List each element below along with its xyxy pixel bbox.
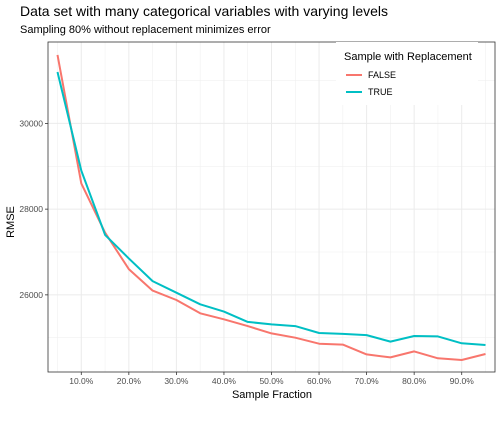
x-tick-label: 20.0% [117,376,142,386]
x-tick-label: 30.0% [164,376,189,386]
x-tick-label: 50.0% [259,376,284,386]
legend-title: Sample with Replacement [344,51,472,63]
x-tick-label: 80.0% [402,376,427,386]
x-axis-title: Sample Fraction [232,389,312,401]
y-tick-label: 28000 [19,204,43,214]
chart-subtitle: Sampling 80% without replacement minimiz… [20,24,271,36]
x-tick-label: 90.0% [450,376,475,386]
legend-background [336,42,478,105]
y-tick-label: 30000 [19,118,43,128]
x-tick-label: 70.0% [355,376,380,386]
legend-label-true: TRUE [368,87,393,97]
series-line-true [56,71,486,346]
series-line-false [56,54,486,361]
x-tick-label: 10.0% [69,376,94,386]
y-tick-label: 26000 [19,290,43,300]
panel-border [47,41,496,373]
x-tick-label: 60.0% [307,376,332,386]
y-axis-title: RMSE [5,206,17,238]
chart-title: Data set with many categorical variables… [20,3,388,19]
legend-label-false: FALSE [368,70,396,80]
x-tick-label: 40.0% [212,376,237,386]
legend: Sample with Replacement FALSE TRUE [336,42,478,105]
